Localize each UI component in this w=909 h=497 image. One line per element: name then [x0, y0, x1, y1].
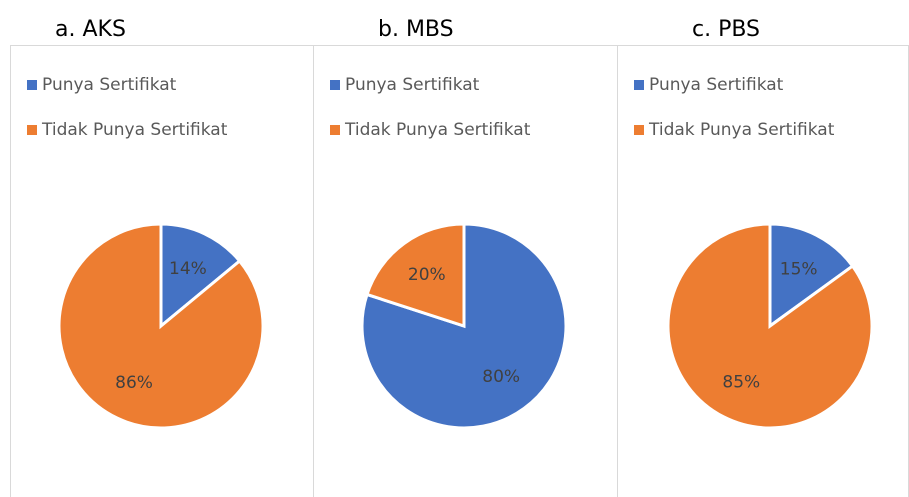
chart-title: a. AKS: [55, 17, 126, 42]
pie-slice: [57, 222, 265, 430]
pie-slice: [159, 222, 242, 330]
data-label: 80%: [482, 367, 520, 387]
pie-slice: [666, 222, 874, 430]
legend-swatch: [330, 125, 340, 135]
legend-swatch: [27, 125, 37, 135]
legend-label: Tidak Punya Sertifikat: [344, 120, 531, 140]
data-label: 15%: [780, 260, 818, 280]
legend-label: Tidak Punya Sertifikat: [41, 120, 228, 140]
data-label: 20%: [408, 265, 446, 285]
data-label: 14%: [169, 259, 207, 279]
legend-label: Punya Sertifikat: [42, 75, 177, 95]
legend-swatch: [634, 80, 644, 90]
legend-swatch: [634, 125, 644, 135]
pie-slice: [768, 222, 855, 329]
legend-label: Tidak Punya Sertifikat: [648, 120, 835, 140]
legend-swatch: [27, 80, 37, 90]
legend-label: Punya Sertifikat: [345, 75, 480, 95]
pie-slice: [365, 222, 466, 329]
chart-title: b. MBS: [378, 17, 454, 42]
data-label: 85%: [722, 372, 760, 392]
legend-swatch: [330, 80, 340, 90]
chart-title: c. PBS: [692, 17, 760, 42]
data-label: 86%: [115, 373, 153, 393]
legend-label: Punya Sertifikat: [649, 75, 784, 95]
